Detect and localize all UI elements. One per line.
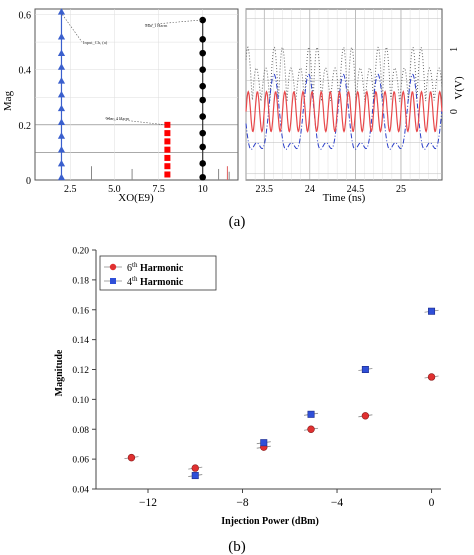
x-tick-label: 24.5 xyxy=(347,184,365,195)
series-line xyxy=(245,73,443,150)
data-point xyxy=(57,49,66,57)
series-line xyxy=(245,46,443,103)
data-point xyxy=(199,143,206,151)
x-axis-label: Time (ns) xyxy=(323,192,366,204)
data-point xyxy=(307,410,315,418)
annotation-leader xyxy=(104,117,166,126)
data-point xyxy=(57,77,66,84)
data-point xyxy=(260,439,268,447)
data-point xyxy=(199,36,206,43)
data-point xyxy=(199,82,206,90)
plot-frame xyxy=(34,8,239,181)
data-point xyxy=(57,173,66,181)
x-tick-label: 0 xyxy=(429,497,435,509)
y-tick-label: 0.14 xyxy=(72,336,89,346)
y-tick-label: 0.20 xyxy=(72,247,89,257)
data-point xyxy=(127,453,136,462)
data-point xyxy=(199,96,206,104)
y-tick-label: 0.2 xyxy=(19,121,32,132)
panel-label-b: (b) xyxy=(228,539,246,555)
series-line xyxy=(245,90,443,133)
annotation-label: Mar_4 Harm xyxy=(106,116,130,121)
data-point xyxy=(57,8,66,15)
y-tick-label: 1 xyxy=(449,47,460,52)
data-point xyxy=(199,49,206,57)
data-point xyxy=(164,163,171,170)
data-point xyxy=(428,307,436,315)
annotation-leader xyxy=(62,14,83,43)
x-tick-label: 2.5 xyxy=(64,184,77,195)
x-tick-label: 25 xyxy=(396,184,406,195)
x-tick-label: 24 xyxy=(305,184,315,195)
y-tick-label: 0.12 xyxy=(72,366,89,376)
data-point xyxy=(57,104,66,112)
x-tick-label: 7.5 xyxy=(152,184,165,195)
y-tick-label: 0.16 xyxy=(72,306,89,316)
data-point xyxy=(164,171,171,178)
data-point xyxy=(361,412,370,420)
y-tick-label: 0.18 xyxy=(72,276,89,286)
y-tick-label: 0.08 xyxy=(72,426,89,436)
legend-marker xyxy=(109,263,117,271)
y-tick-label: 0.4 xyxy=(19,66,32,77)
y-tick-label: 0 xyxy=(449,109,460,114)
y-tick-label: 0 xyxy=(26,176,31,187)
annotation-label: Input_Ch, (a) xyxy=(83,40,108,46)
data-point xyxy=(164,138,171,145)
plot-frame xyxy=(245,8,443,181)
x-tick-label: −4 xyxy=(331,497,343,509)
annotation-leader xyxy=(143,19,201,26)
data-point xyxy=(199,129,206,137)
x-axis-label: XO(E9) xyxy=(118,192,154,204)
data-point xyxy=(427,373,436,381)
data-point xyxy=(57,63,66,70)
data-point xyxy=(164,154,171,161)
x-tick-label: 5.0 xyxy=(108,184,121,195)
x-tick-label: 23.5 xyxy=(255,184,273,195)
magnitude-chart: 0.04 0.06 0.08 0.10 0.12 0.14 0.16 0.18 0.20 −12 −… xyxy=(54,247,441,527)
y-axis-label: Magnitude xyxy=(54,349,65,396)
waveform-chart: 23.5 24 24.5 25 0 1 Time (ns) V(V) xyxy=(245,8,465,204)
panel-label-a: (a) xyxy=(229,214,246,230)
data-point xyxy=(191,464,199,472)
data-point xyxy=(164,130,171,137)
legend-marker xyxy=(110,278,116,284)
y-axis-label: Mag xyxy=(2,90,14,111)
data-point xyxy=(199,16,206,24)
data-point xyxy=(361,365,369,373)
data-point xyxy=(191,472,199,480)
data-point xyxy=(199,113,206,120)
y-tick-label: 0.10 xyxy=(72,396,89,406)
data-point xyxy=(57,159,66,167)
legend-label: 6th Harmonic xyxy=(127,261,184,274)
y-tick-label: 0.04 xyxy=(72,486,89,496)
x-tick-label: −8 xyxy=(236,497,248,509)
data-point xyxy=(57,32,66,40)
legend-label: 4th Harmonic xyxy=(127,275,184,288)
data-point xyxy=(57,132,66,139)
spectrum-chart: Input_Ch, (a) Mar_t Harm Mar_4 Harm 0 0.2 0.4… xyxy=(2,8,239,204)
data-point xyxy=(57,118,66,125)
y-axis-label: V(V) xyxy=(453,76,465,100)
data-point xyxy=(199,173,206,181)
data-point xyxy=(307,425,315,433)
data-point xyxy=(57,90,66,98)
annotation-label: Mar_t Harm xyxy=(145,23,168,28)
data-point xyxy=(199,66,206,73)
y-tick-label: 0.6 xyxy=(19,11,32,22)
legend-box xyxy=(99,255,217,291)
data-point xyxy=(199,160,206,167)
data-point xyxy=(164,146,171,153)
x-tick-label: −12 xyxy=(139,497,157,509)
x-axis-label: Injection Power (dBm) xyxy=(221,516,319,527)
x-tick-label: 10 xyxy=(198,184,208,195)
y-tick-label: 0.06 xyxy=(72,456,89,466)
data-point xyxy=(164,121,171,128)
data-point xyxy=(57,146,66,153)
